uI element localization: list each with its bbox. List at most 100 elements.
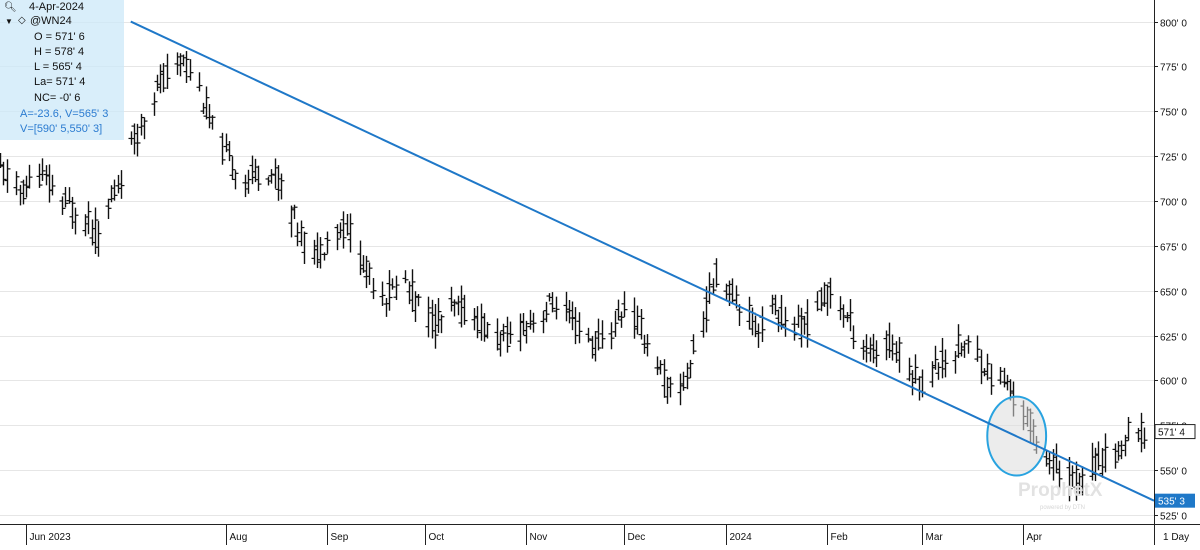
ohlc-bar xyxy=(791,316,798,341)
ohlc-bar xyxy=(435,298,442,333)
ohlc-bar xyxy=(366,262,373,285)
gridlines xyxy=(0,22,1154,516)
ohlc-bar xyxy=(334,224,341,251)
y-tick-label: 750' 0 xyxy=(1160,108,1187,119)
ohlc-bar xyxy=(268,169,275,184)
ohlc-bar xyxy=(634,305,641,335)
ohlc-bar xyxy=(906,357,913,382)
ohlc-bar xyxy=(438,314,445,334)
trendline-price-tag xyxy=(1155,493,1195,508)
ohlc-bar xyxy=(232,170,239,190)
ohlc-bar xyxy=(984,353,991,381)
ohlc-bar xyxy=(409,269,416,313)
date-label: 4-Apr-2024 xyxy=(29,1,85,13)
ohlc-bar xyxy=(291,204,298,220)
ohlc-bar xyxy=(847,299,854,332)
ohlc-bar xyxy=(203,86,210,120)
ohlc-bar xyxy=(621,291,628,317)
ohlc-bar xyxy=(850,325,857,350)
x-tick-label: Apr xyxy=(1027,532,1043,543)
ohlc-bar xyxy=(974,335,981,362)
ohlc-bar xyxy=(324,231,331,254)
ohlc-bar xyxy=(255,165,262,191)
ohlc-bar xyxy=(1056,460,1063,490)
ohlc-bar xyxy=(840,304,847,328)
ohlc-bar xyxy=(576,312,583,344)
ohlc-bar xyxy=(39,158,46,181)
ohlc-bar xyxy=(988,363,995,395)
ohlc-bar xyxy=(661,359,668,398)
ohlc-bar xyxy=(710,278,717,294)
y-tick-label: 675' 0 xyxy=(1160,243,1187,254)
ohlc-bar xyxy=(549,292,556,313)
ohlc-bar xyxy=(500,323,507,342)
ohlc-bar xyxy=(415,294,422,307)
ohlc-bar xyxy=(599,320,606,349)
ohlc-bar xyxy=(432,303,439,349)
ohlc-bar xyxy=(1079,466,1086,496)
ohlc-bar xyxy=(618,311,625,328)
triangle-down-icon[interactable]: ▼ xyxy=(5,17,13,26)
ohlc-bar xyxy=(755,323,762,348)
ohlc-bar xyxy=(13,171,20,196)
ohlc-bar xyxy=(1112,443,1119,469)
ohlc-bar xyxy=(997,366,1004,385)
ohlc-bar xyxy=(62,186,69,208)
last-price-tag xyxy=(1154,424,1196,440)
ohlc-bar xyxy=(160,63,167,93)
y-axis-area[interactable] xyxy=(1154,0,1200,524)
x-tick-label: 2024 xyxy=(730,532,753,543)
ohlc-bar xyxy=(321,252,328,261)
ohlc-bar xyxy=(543,301,550,323)
ohlc-bar xyxy=(183,51,190,84)
x-tick-label: Aug xyxy=(230,532,248,543)
x-axis: Jun 2023 Aug Sep Oct Nov Dec 2024 Feb Mar Apr xyxy=(26,524,1043,545)
ohlc-bar xyxy=(425,296,432,338)
ohlc-bar xyxy=(814,291,821,312)
ohlc-bar xyxy=(667,376,674,398)
x-axis-area[interactable] xyxy=(0,524,1200,545)
trendline[interactable] xyxy=(130,20,1155,502)
prophetx-watermark: ProphetX powered by DTN xyxy=(1018,480,1103,511)
ohlc-bar xyxy=(134,123,141,157)
magnifier-icon[interactable]: 🔍︎ xyxy=(4,2,17,13)
ohlc-bar xyxy=(889,334,896,361)
watermark-brand: ProphetX xyxy=(1018,480,1103,501)
y-tick-label: 625' 0 xyxy=(1160,333,1187,344)
ohlc-bar xyxy=(4,159,11,193)
ohlc-bar xyxy=(393,275,400,301)
interval-label[interactable]: 1 Day xyxy=(1163,532,1189,543)
ohlc-bar xyxy=(95,221,102,257)
ohlc-bar xyxy=(363,255,370,289)
ohlc-bar xyxy=(504,316,511,353)
ohlc-bar xyxy=(932,345,939,370)
ohlc-bar xyxy=(778,294,785,330)
ohlc-bar xyxy=(72,207,79,235)
ohlc-bar xyxy=(782,306,789,337)
ohlc-bar xyxy=(1073,461,1080,501)
x-tick-label: Sep xyxy=(331,532,349,543)
ohlc-bar xyxy=(585,327,592,343)
ohlc-bar xyxy=(644,334,651,357)
y-tick-label: 525' 0 xyxy=(1160,512,1187,523)
ohlc-bar xyxy=(873,340,880,368)
ohlc-bar xyxy=(955,324,962,359)
price-tags: 571' 4 535' 3 xyxy=(1154,424,1196,508)
ohlc-info-panel: 🔍︎ 4-Apr-2024 ▼ ◇ @WN24 O = 571' 6 H = 5… xyxy=(0,0,124,140)
trendline-price-label: 535' 3 xyxy=(1158,497,1185,508)
net-change-value: NC= -0' 6 xyxy=(34,92,81,104)
ohlc-bar xyxy=(49,174,56,196)
ohlc-bar xyxy=(1122,434,1129,457)
ohlc-bar xyxy=(219,132,226,165)
ohlc-bar xyxy=(379,281,386,306)
ohlc-bar xyxy=(572,307,579,345)
y-tick-label: 700' 0 xyxy=(1160,198,1187,209)
x-tick-label: Jun 2023 xyxy=(30,532,72,543)
ohlc-bar xyxy=(484,321,491,339)
ohlc-bar xyxy=(736,304,743,326)
ohlc-bar xyxy=(680,371,687,391)
ohlc-bar xyxy=(608,322,615,350)
ohlc-bar xyxy=(703,286,710,333)
x-tick-label: Mar xyxy=(926,532,944,543)
